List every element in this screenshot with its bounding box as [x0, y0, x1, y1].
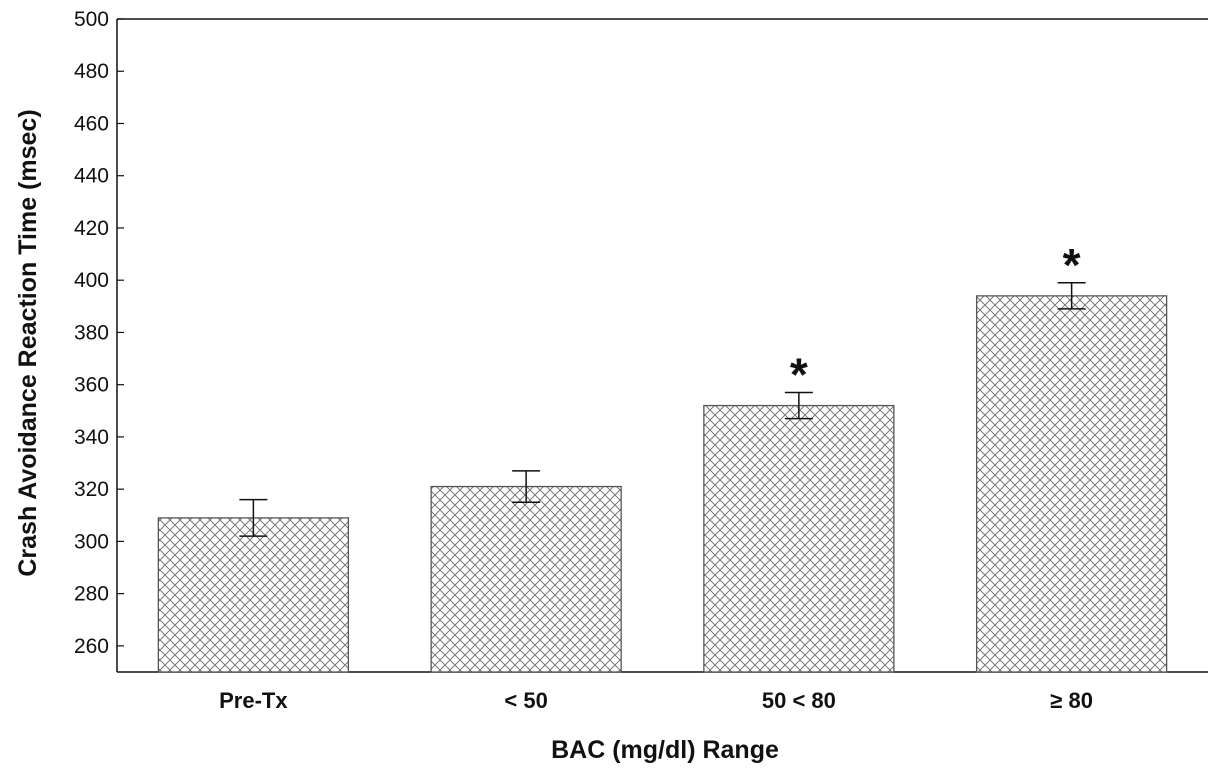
category-label: 50 < 80 — [762, 688, 836, 713]
category-label: Pre-Tx — [219, 688, 288, 713]
x-axis-labels: Pre-Tx < 50 50 < 80 ≥ 80 — [219, 688, 1093, 713]
y-tick-label: 400 — [74, 269, 109, 292]
y-tick-label: 300 — [74, 530, 109, 553]
y-axis-title: Crash Avoidance Reaction Time (msec) — [14, 109, 42, 576]
significance-asterisk: * — [1063, 239, 1081, 291]
bar — [157, 517, 350, 673]
category-label: < 50 — [504, 688, 547, 713]
y-tick-label: 280 — [74, 583, 109, 606]
y-tick-label: 480 — [74, 60, 109, 83]
y-axis-ticks: 260 280 300 320 340 360 380 400 420 440 460 480 500 — [74, 8, 124, 658]
error-bars — [239, 282, 1086, 537]
y-tick-label: 320 — [74, 478, 109, 501]
category-label: ≥ 80 — [1050, 688, 1093, 713]
y-tick-label: 460 — [74, 112, 109, 135]
x-axis-title: BAC (mg/dl) Range — [551, 736, 779, 764]
y-tick-label: 360 — [74, 374, 109, 397]
bar — [975, 295, 1168, 673]
y-tick-label: 420 — [74, 217, 109, 240]
y-tick-label: 380 — [74, 321, 109, 344]
y-tick-label: 500 — [74, 8, 109, 31]
bar — [703, 404, 895, 673]
significance-asterisk: * — [790, 349, 808, 401]
y-tick-label: 440 — [74, 165, 109, 188]
bar — [430, 485, 622, 673]
bars — [157, 295, 1168, 673]
y-tick-label: 340 — [74, 426, 109, 449]
significance-markers: ** — [790, 239, 1081, 401]
y-tick-label: 260 — [74, 635, 109, 658]
